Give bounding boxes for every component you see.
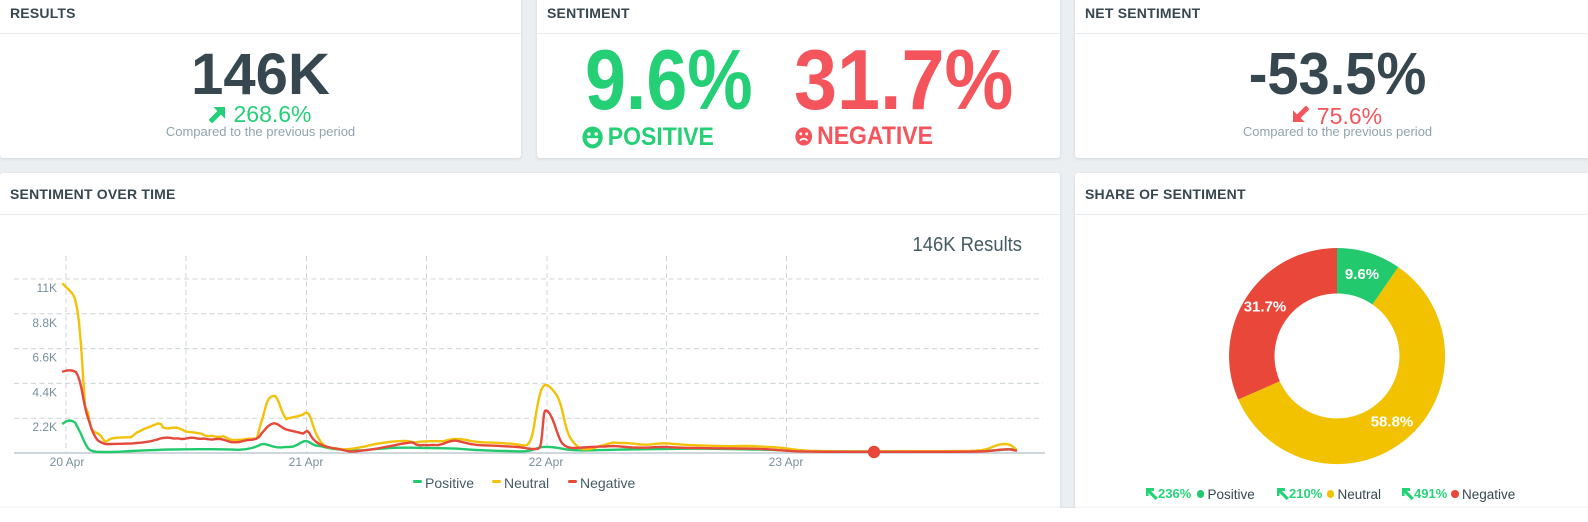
svg-text:6.6K: 6.6K xyxy=(32,351,57,365)
svg-text:21 Apr: 21 Apr xyxy=(289,455,324,469)
svg-text:11K: 11K xyxy=(37,281,57,295)
svg-text:9.6%: 9.6% xyxy=(1345,266,1379,283)
svg-text:20 Apr: 20 Apr xyxy=(50,455,85,469)
svg-text:2.2K: 2.2K xyxy=(32,420,57,434)
svg-text:23 Apr: 23 Apr xyxy=(769,455,804,469)
svg-text:22 Apr: 22 Apr xyxy=(529,455,564,469)
svg-text:4.4K: 4.4K xyxy=(32,385,57,399)
svg-text:8.8K: 8.8K xyxy=(32,316,57,330)
svg-text:58.8%: 58.8% xyxy=(1371,414,1414,431)
svg-text:31.7%: 31.7% xyxy=(1244,299,1287,316)
